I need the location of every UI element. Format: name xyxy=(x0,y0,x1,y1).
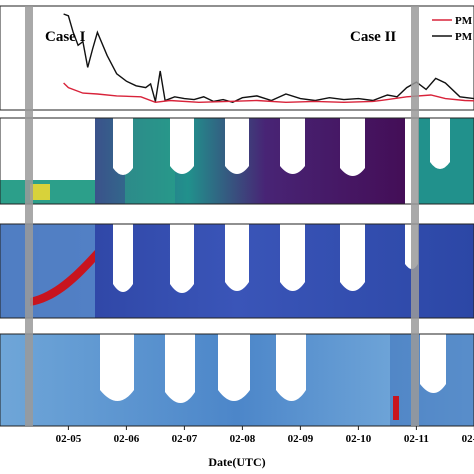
pm-series-black-line xyxy=(63,13,474,104)
cloud-gap xyxy=(170,118,194,174)
case-i-band xyxy=(25,6,33,426)
cloud-gap xyxy=(276,334,306,401)
x-tick-label: 02-07 xyxy=(172,433,198,445)
pm-panel-frame xyxy=(0,5,474,111)
cloud-gap xyxy=(225,118,249,174)
cloud-gap xyxy=(340,224,365,291)
x-axis-ticks: 02-05 02-06 02-07 02-08 02-09 02-10 02-11 02-12… xyxy=(56,426,474,445)
blue-lower-cloud-gaps xyxy=(100,334,446,403)
viridis-panel xyxy=(0,117,474,205)
legend-label-black: PM xyxy=(455,31,473,43)
red-shear-band xyxy=(30,250,95,306)
cloud-gap xyxy=(430,118,450,169)
blue-panel-upper xyxy=(0,223,474,319)
blue-upper-frame xyxy=(0,223,474,319)
cloud-gap xyxy=(280,118,305,174)
case-ii-label: Case II xyxy=(350,29,396,45)
pm-panel xyxy=(0,5,474,111)
blue-lower-frame xyxy=(0,333,474,427)
case-ii-band xyxy=(411,6,419,426)
viridis-teal-band xyxy=(125,118,175,204)
cloud-gap xyxy=(100,334,134,401)
legend: PM PM xyxy=(432,15,473,43)
x-axis-title: Date(UTC) xyxy=(208,455,265,469)
cloud-gap xyxy=(420,334,446,393)
legend-label-red: PM xyxy=(455,15,473,27)
x-tick-label: 02-09 xyxy=(288,433,314,445)
pm-series-red-line xyxy=(63,82,474,104)
x-tick-label: 02-05 xyxy=(56,433,82,445)
viridis-panel-frame xyxy=(0,117,474,205)
x-tick-label: 02-11 xyxy=(404,433,429,445)
x-tick-label: 02-06 xyxy=(114,433,140,445)
x-tick-label: 02-08 xyxy=(230,433,256,445)
case-i-label: Case I xyxy=(45,29,86,45)
x-tick-label: 02-10 xyxy=(346,433,372,445)
cloud-gap xyxy=(113,224,133,292)
cloud-gap xyxy=(218,334,250,401)
viridis-cloud-gaps xyxy=(113,118,450,176)
red-streak xyxy=(393,396,399,420)
x-tick-label: 02-12 xyxy=(462,433,474,445)
cloud-gap xyxy=(113,118,133,175)
cloud-gap xyxy=(340,118,365,176)
blue-panel-lower xyxy=(0,333,474,427)
cloud-gap xyxy=(225,224,249,291)
cloud-gap xyxy=(280,224,305,291)
cloud-gap xyxy=(170,224,194,293)
cloud-gap xyxy=(165,334,195,403)
viridis-left-yellow xyxy=(30,184,50,200)
